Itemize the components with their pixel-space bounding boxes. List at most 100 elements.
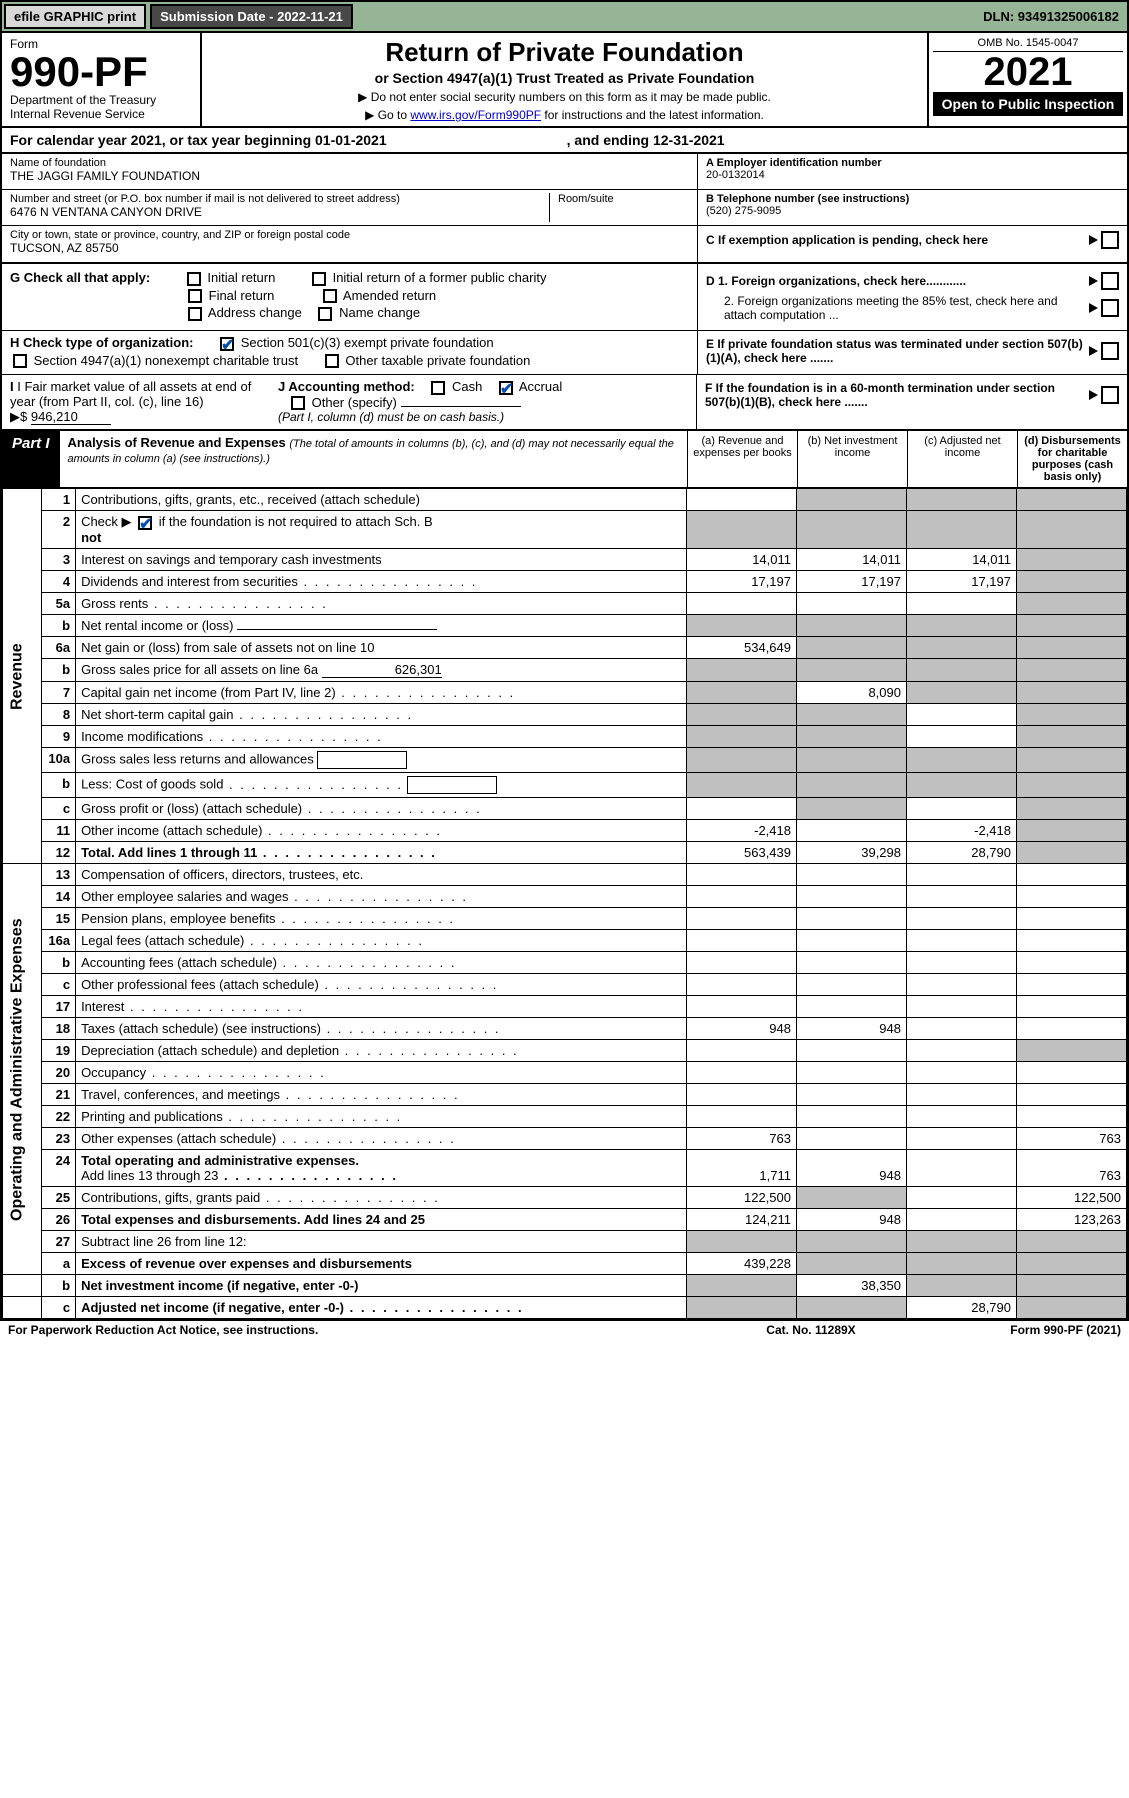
g-final-checkbox[interactable] [188, 289, 202, 303]
i-label: I I Fair market value of all assets at e… [10, 379, 270, 409]
cal-year-text: For calendar year 2021, or tax year begi… [10, 132, 387, 148]
h-501c3-checkbox[interactable] [220, 337, 234, 351]
paperwork-notice: For Paperwork Reduction Act Notice, see … [8, 1323, 701, 1337]
row-5b: Net rental income or (loss) [76, 615, 687, 637]
row-2-checkbox[interactable] [138, 516, 152, 530]
row-16b: Accounting fees (attach schedule) [76, 952, 687, 974]
g-amended: Amended return [343, 288, 436, 303]
row-15: Pension plans, employee benefits [76, 908, 687, 930]
j-accrual: Accrual [519, 379, 562, 394]
j-cash-checkbox[interactable] [431, 381, 445, 395]
footer: For Paperwork Reduction Act Notice, see … [0, 1321, 1129, 1339]
ein-label: A Employer identification number [706, 157, 1119, 169]
row-11: Other income (attach schedule) [76, 820, 687, 842]
g-final: Final return [209, 288, 275, 303]
col-b-header: (b) Net investment income [797, 431, 907, 487]
row-10a: Gross sales less returns and allowances [76, 748, 687, 773]
g-amended-checkbox[interactable] [323, 289, 337, 303]
efile-button[interactable]: efile GRAPHIC print [4, 4, 146, 29]
city-state-zip: TUCSON, AZ 85750 [10, 241, 689, 255]
f-text: F If the foundation is in a 60-month ter… [705, 381, 1086, 409]
g-addr-change: Address change [208, 305, 302, 320]
row-1: Contributions, gifts, grants, etc., rece… [76, 489, 687, 511]
phone-label: B Telephone number (see instructions) [706, 193, 1119, 205]
ein-value: 20-0132014 [706, 169, 1119, 181]
cat-no: Cat. No. 11289X [701, 1323, 921, 1337]
e-checkbox[interactable] [1101, 342, 1119, 360]
form-subtitle: or Section 4947(a)(1) Trust Treated as P… [210, 70, 919, 86]
row-6b: Gross sales price for all assets on line… [76, 659, 687, 682]
c-checkbox[interactable] [1101, 231, 1119, 249]
row-17: Interest [76, 996, 687, 1018]
row-16a: Legal fees (attach schedule) [76, 930, 687, 952]
row-25: Contributions, gifts, grants paid [76, 1187, 687, 1209]
city-label: City or town, state or province, country… [10, 229, 689, 241]
arrow-icon [1089, 276, 1098, 286]
j-other-checkbox[interactable] [291, 396, 305, 410]
j-cash: Cash [452, 379, 482, 394]
revenue-side-label: Revenue [3, 489, 42, 864]
open-to-public: Open to Public Inspection [933, 92, 1123, 116]
street-address: 6476 N VENTANA CANYON DRIVE [10, 205, 541, 219]
row-24: Total operating and administrative expen… [76, 1150, 687, 1187]
g-addr-change-checkbox[interactable] [188, 307, 202, 321]
row-12: Total. Add lines 1 through 11 [76, 842, 687, 864]
h-label: H Check type of organization: [10, 335, 193, 350]
row-13: Compensation of officers, directors, tru… [76, 864, 687, 886]
d1-checkbox[interactable] [1101, 272, 1119, 290]
phone-value: (520) 275-9095 [706, 205, 1119, 217]
cal-year-end: , and ending 12-31-2021 [567, 132, 725, 148]
c-label: C If exemption application is pending, c… [706, 233, 1086, 247]
dept-text: Department of the Treasury [10, 93, 192, 107]
row-4: Dividends and interest from securities [76, 571, 687, 593]
g-initial-former: Initial return of a former public charit… [333, 270, 547, 285]
room-label: Room/suite [558, 193, 689, 205]
topbar: efile GRAPHIC print Submission Date - 20… [2, 2, 1127, 33]
j-label: J Accounting method: [278, 379, 415, 394]
d2-checkbox[interactable] [1101, 299, 1119, 317]
col-a-header: (a) Revenue and expenses per books [687, 431, 797, 487]
row-21: Travel, conferences, and meetings [76, 1084, 687, 1106]
irs-text: Internal Revenue Service [10, 107, 192, 121]
row-9: Income modifications [76, 726, 687, 748]
form-number: 990-PF [10, 51, 192, 93]
name-label: Name of foundation [10, 157, 689, 169]
row-10c: Gross profit or (loss) (attach schedule) [76, 798, 687, 820]
calendar-year-row: For calendar year 2021, or tax year begi… [2, 128, 1127, 154]
g-initial: Initial return [207, 270, 275, 285]
arrow-icon [1089, 390, 1098, 400]
submission-date-button[interactable]: Submission Date - 2022-11-21 [150, 4, 353, 29]
col-c-header: (c) Adjusted net income [907, 431, 1017, 487]
foundation-name: THE JAGGI FAMILY FOUNDATION [10, 169, 689, 183]
tax-year: 2021 [933, 52, 1123, 92]
row-20: Occupancy [76, 1062, 687, 1084]
arrow-icon [1089, 346, 1098, 356]
row-10b: Less: Cost of goods sold [76, 773, 687, 798]
instr-2-pre: ▶ Go to [365, 108, 410, 122]
part1-label: Part I [2, 431, 60, 487]
form-title: Return of Private Foundation [210, 37, 919, 68]
h-4947-checkbox[interactable] [13, 354, 27, 368]
j-other: Other (specify) [312, 395, 397, 410]
row-6a: Net gain or (loss) from sale of assets n… [76, 637, 687, 659]
g-initial-former-checkbox[interactable] [312, 272, 326, 286]
addr-label: Number and street (or P.O. box number if… [10, 193, 541, 205]
h-other: Other taxable private foundation [345, 353, 530, 368]
instr-1: ▶ Do not enter social security numbers o… [210, 90, 919, 104]
h-501c3: Section 501(c)(3) exempt private foundat… [241, 335, 494, 350]
j-accrual-checkbox[interactable] [499, 381, 513, 395]
part1-title: Analysis of Revenue and Expenses [68, 435, 286, 450]
form-footer: Form 990-PF (2021) [921, 1323, 1121, 1337]
h-other-checkbox[interactable] [325, 354, 339, 368]
d2-text: 2. Foreign organizations meeting the 85%… [706, 294, 1086, 322]
row-16c: Other professional fees (attach schedule… [76, 974, 687, 996]
f-checkbox[interactable] [1101, 386, 1119, 404]
form990pf-link[interactable]: www.irs.gov/Form990PF [410, 108, 541, 122]
row-14: Other employee salaries and wages [76, 886, 687, 908]
row-7: Capital gain net income (from Part IV, l… [76, 682, 687, 704]
row-8: Net short-term capital gain [76, 704, 687, 726]
row-27b: Net investment income (if negative, ente… [76, 1275, 687, 1297]
g-name-change-checkbox[interactable] [318, 307, 332, 321]
g-initial-checkbox[interactable] [187, 272, 201, 286]
dln-text: DLN: 93491325006182 [975, 5, 1127, 28]
